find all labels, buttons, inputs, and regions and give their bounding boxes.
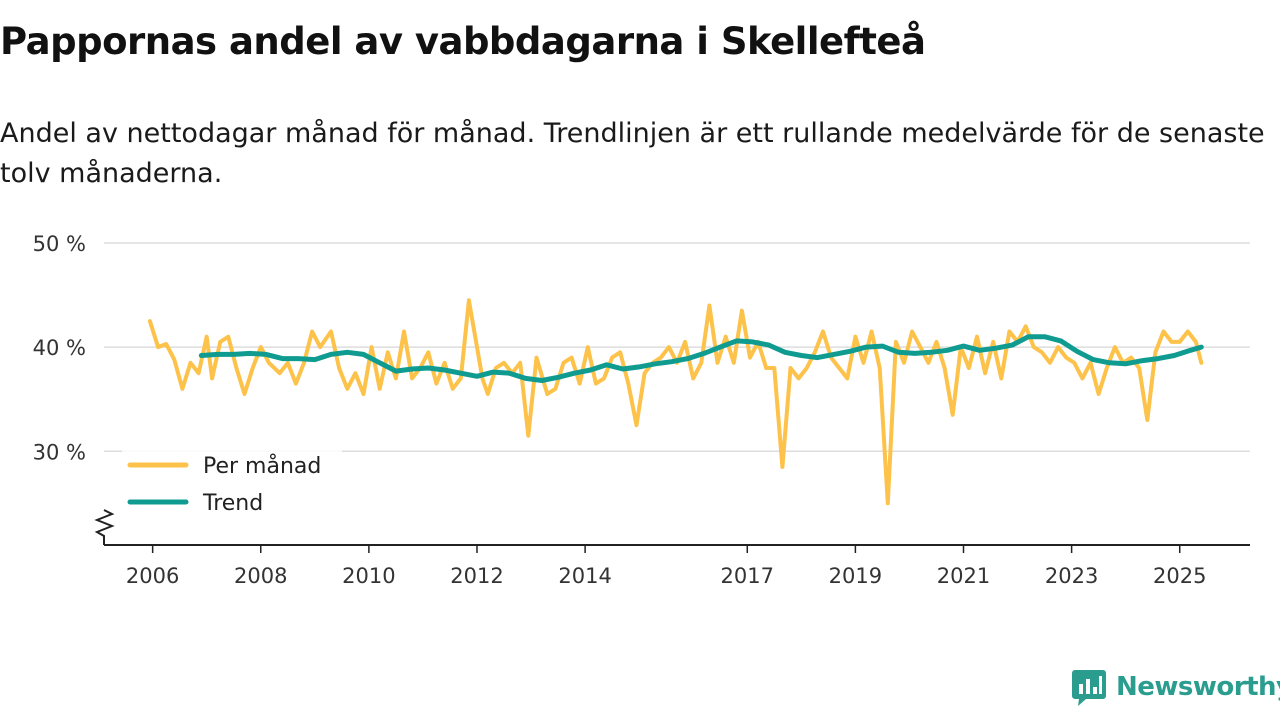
x-tick-label: 2025 bbox=[1153, 564, 1206, 588]
x-tick-label: 2023 bbox=[1045, 564, 1098, 588]
legend-label-per-manad: Per månad bbox=[203, 453, 321, 479]
series-line-trend bbox=[198, 334, 1204, 383]
x-tick-label: 2021 bbox=[937, 564, 990, 588]
legend: Per månad Trend bbox=[122, 445, 342, 523]
x-tick-label: 2012 bbox=[450, 564, 503, 588]
x-tick-label: 2014 bbox=[558, 564, 611, 588]
legend-background bbox=[122, 445, 342, 523]
x-tick-label: 2008 bbox=[234, 564, 287, 588]
y-tick-label: 30 % bbox=[33, 440, 86, 464]
x-tick-label: 2010 bbox=[342, 564, 395, 588]
x-axis-ticks: 2006 2008 2010 2012 2014 2017 2019 2021 2023 2025 bbox=[126, 545, 1206, 588]
gridlines bbox=[104, 242, 1250, 453]
chart-subtitle: Andel av nettodagar månad för månad. Tre… bbox=[0, 118, 1265, 189]
x-tick-label: 2019 bbox=[829, 564, 882, 588]
newsworthy-logo-icon bbox=[1072, 670, 1106, 706]
legend-label-trend: Trend bbox=[202, 491, 263, 516]
axis-break-icon bbox=[94, 509, 115, 545]
y-tick-label: 40 % bbox=[33, 336, 86, 360]
brand-name: Newsworthy bbox=[1116, 672, 1280, 702]
series-lines bbox=[147, 298, 1204, 506]
newsworthy-logo[interactable]: Newsworthy bbox=[1072, 667, 1280, 707]
x-tick-label: 2006 bbox=[126, 564, 179, 588]
chart-title: Pappornas andel av vabbdagarna i Skellef… bbox=[0, 20, 926, 63]
x-axis bbox=[94, 509, 1250, 546]
y-tick-label: 50 % bbox=[33, 232, 86, 256]
y-axis-ticks: 30 % 40 % 50 % bbox=[33, 232, 86, 464]
x-tick-label: 2017 bbox=[721, 564, 774, 588]
